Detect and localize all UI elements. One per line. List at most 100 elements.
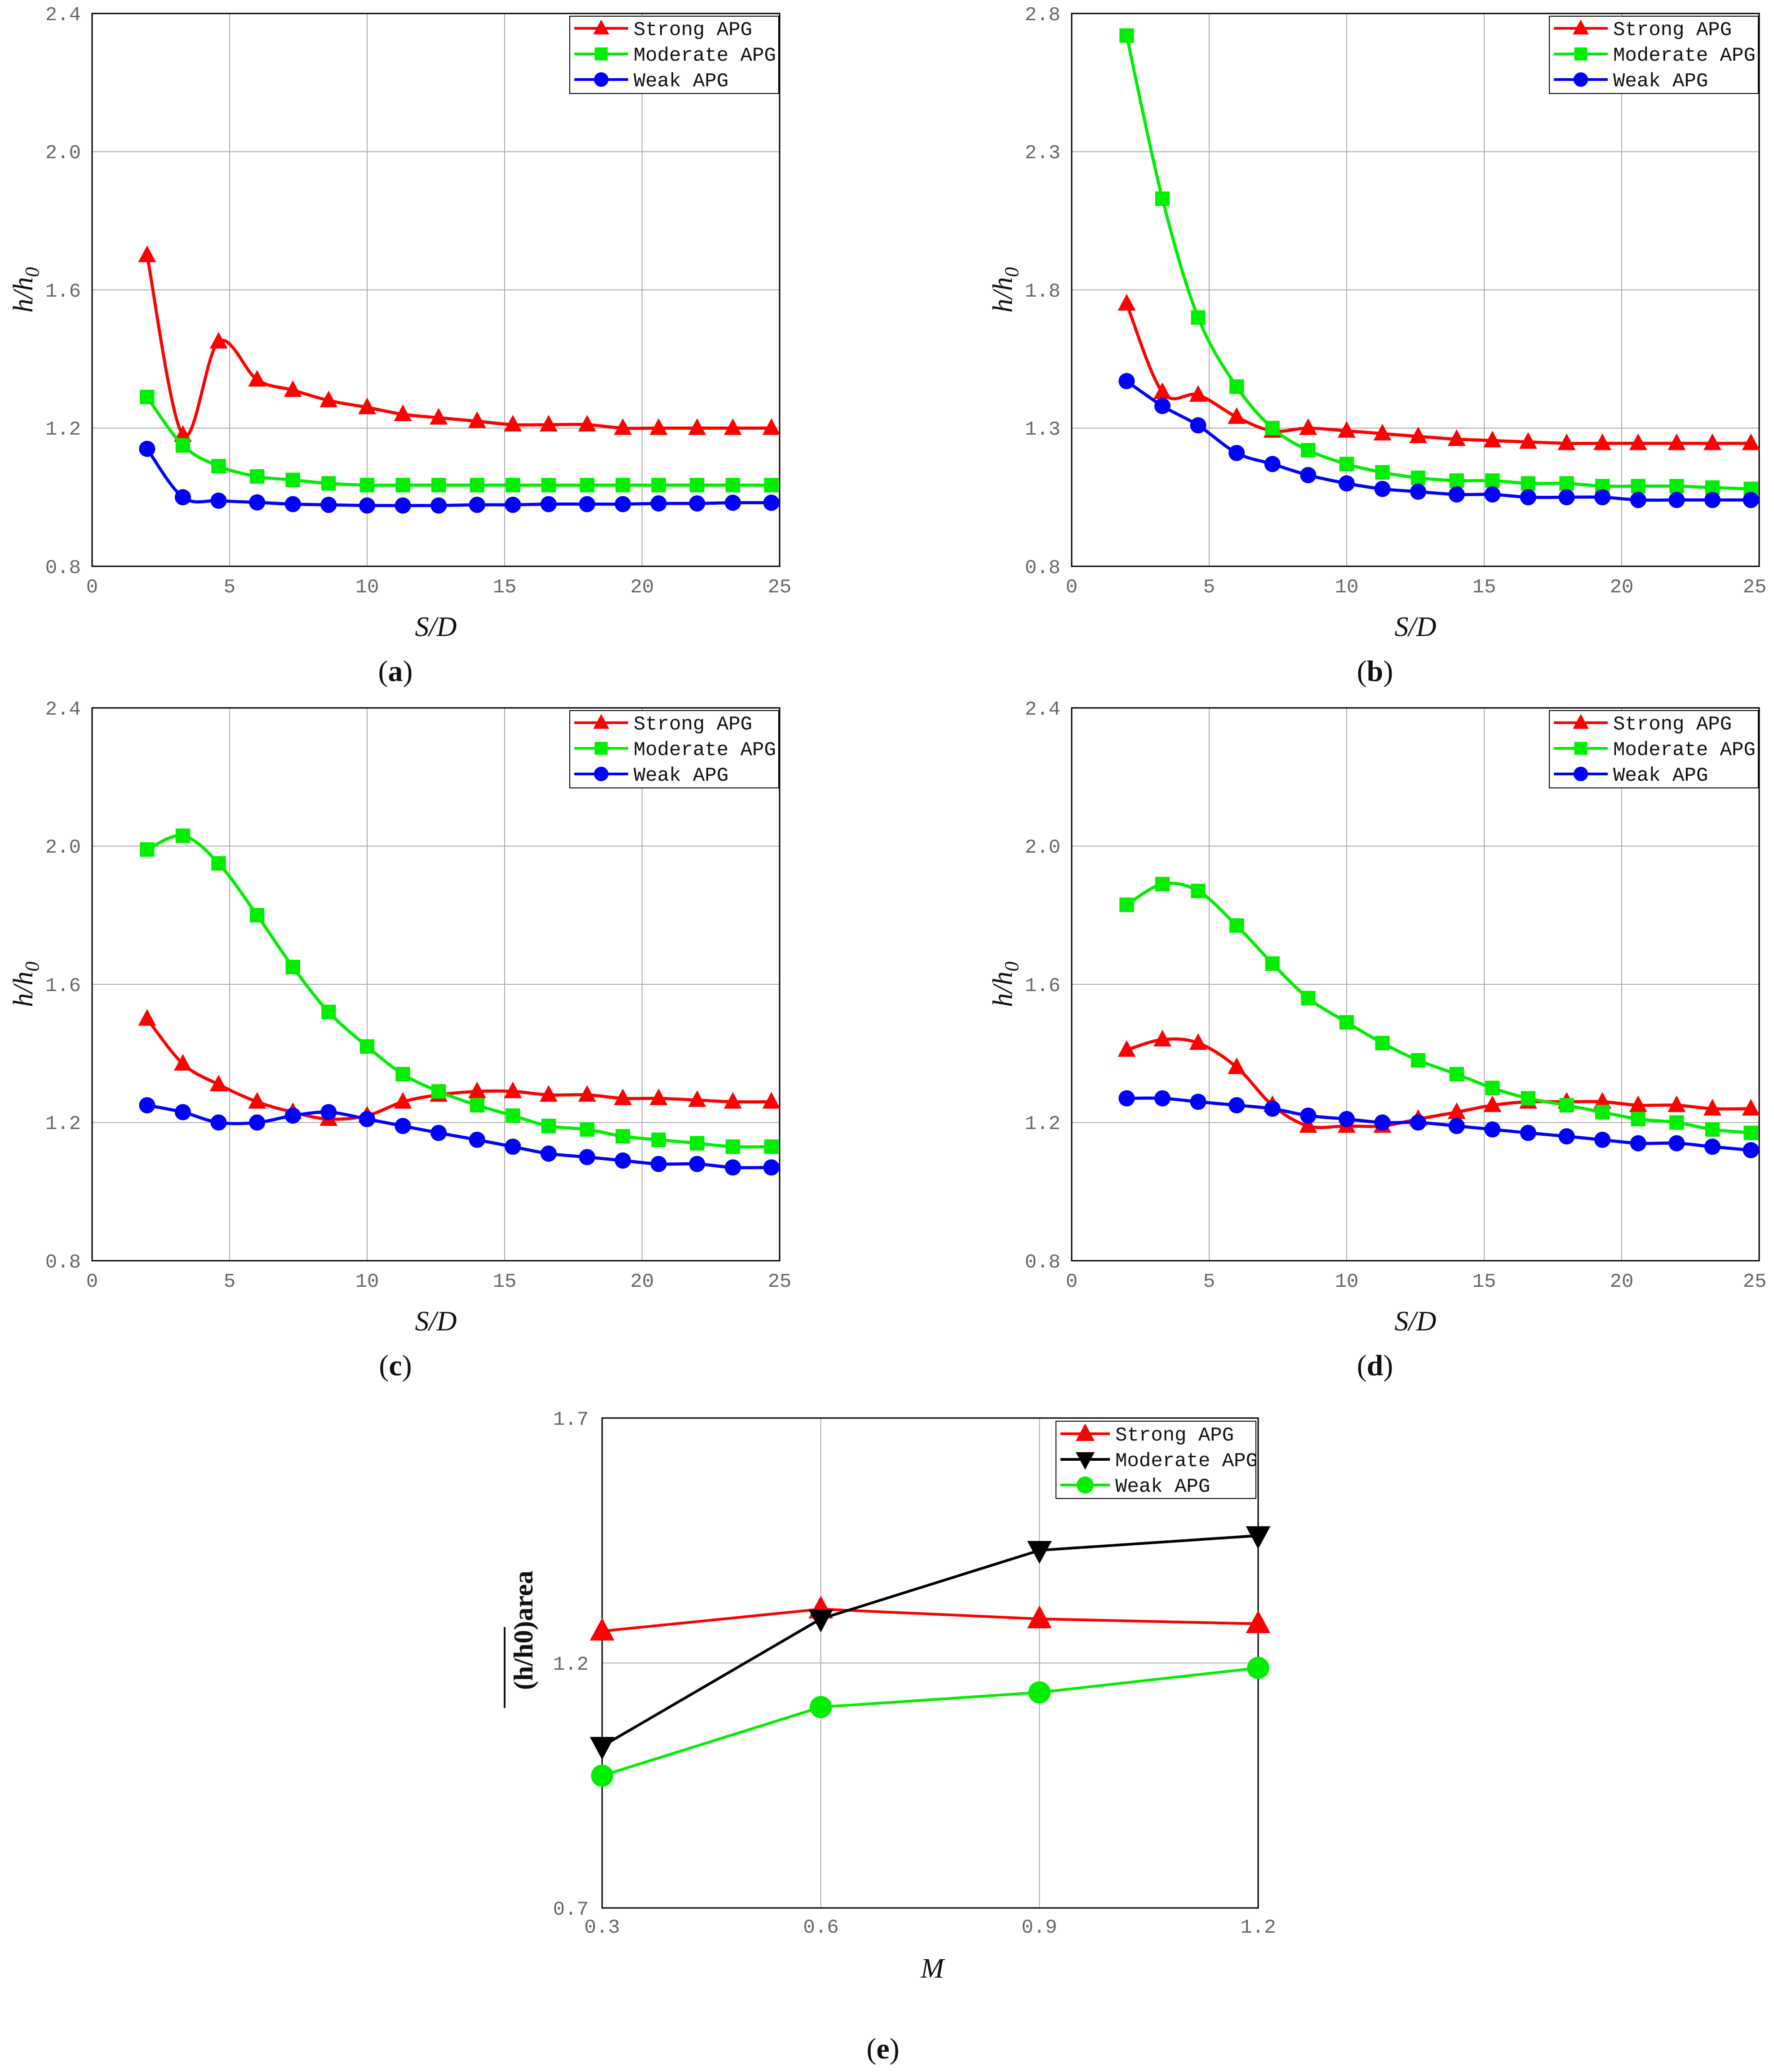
x-tick-label: 20 — [1610, 1271, 1634, 1293]
data-point-moderate — [1339, 1015, 1354, 1030]
data-point-weak — [359, 497, 376, 514]
x-tick-label: 5 — [224, 576, 235, 599]
series-weak — [591, 1657, 1269, 1787]
data-point-moderate — [140, 842, 155, 857]
data-point-strong — [1299, 1116, 1317, 1133]
legend: Strong APG Moderate APG Weak APG — [1549, 710, 1759, 788]
data-point-weak — [284, 496, 301, 512]
x-tick-label: 10 — [1335, 576, 1359, 599]
data-point-weak — [1264, 1100, 1281, 1117]
data-point-moderate — [1229, 379, 1244, 394]
x-tick-label: 20 — [630, 576, 654, 599]
legend-marker — [593, 714, 609, 729]
y-tick-label: 0.7 — [553, 1899, 589, 1921]
data-point-weak — [1448, 486, 1465, 503]
data-point-strong — [1742, 433, 1760, 450]
data-point-moderate — [321, 1005, 336, 1019]
series-weak — [1118, 373, 1759, 508]
data-point-moderate — [651, 1132, 666, 1147]
series-weak — [139, 440, 780, 514]
series-layer — [590, 1526, 1271, 1787]
data-point-strong — [1593, 1092, 1612, 1109]
data-point-weak — [1118, 1090, 1135, 1107]
data-point-moderate — [506, 1108, 520, 1123]
y-tick-label: 1.6 — [1025, 975, 1060, 997]
data-point-moderate — [1559, 1098, 1574, 1113]
data-point-weak — [1228, 1097, 1245, 1114]
x-tick-label: 25 — [768, 576, 792, 599]
data-point-moderate — [590, 1737, 615, 1760]
data-point-moderate — [285, 960, 300, 974]
y-tick-label: 1.6 — [45, 280, 81, 303]
legend-entry-strong: Strong APG — [574, 713, 752, 736]
data-point-weak — [724, 494, 741, 511]
y-tick-labels: 0.7 1.2 1.7 — [553, 1409, 589, 1921]
legend-marker — [1076, 1452, 1095, 1470]
data-point-weak — [1448, 1118, 1465, 1134]
data-point-strong — [688, 418, 706, 435]
legend-label-strong: Strong APG — [1115, 1424, 1234, 1447]
caption-letter: e — [876, 2032, 889, 2065]
data-point-moderate — [470, 1098, 484, 1113]
data-point-strong — [504, 414, 522, 432]
series-line-moderate — [601, 1534, 1259, 1747]
series-weak — [1118, 1090, 1759, 1159]
series-line-strong — [1126, 1037, 1751, 1129]
data-point-moderate — [1559, 476, 1574, 491]
data-point-moderate — [175, 438, 191, 453]
plot-frame — [1071, 13, 1760, 567]
x-tick-labels: 0 5 10 15 20 25 — [1066, 1271, 1767, 1293]
data-point-moderate — [616, 478, 630, 493]
data-point-weak — [1374, 480, 1391, 497]
data-point-weak — [540, 1145, 557, 1162]
y-tick-labels: 0.8 1.3 1.8 2.3 2.8 — [1025, 4, 1060, 579]
series-moderate — [1119, 28, 1758, 496]
y-tick-label: 1.6 — [45, 975, 81, 997]
data-point-moderate — [1191, 310, 1206, 325]
y-tick-label: 2.0 — [45, 836, 81, 859]
panel-caption: (a) — [378, 655, 413, 688]
legend-label-strong: Strong APG — [634, 713, 752, 736]
data-point-moderate — [808, 1610, 833, 1632]
data-point-weak — [615, 496, 631, 512]
data-point-strong — [724, 1092, 742, 1109]
data-point-weak — [591, 1765, 613, 1787]
series-moderate — [1119, 876, 1758, 1140]
data-point-strong — [394, 404, 412, 421]
data-point-strong — [1228, 1057, 1246, 1074]
plot-frame — [1071, 707, 1760, 1262]
legend-label-moderate: Moderate APG — [1115, 1450, 1258, 1472]
x-tick-labels: 0 5 10 15 20 25 — [1066, 576, 1767, 599]
data-point-strong — [1703, 433, 1721, 450]
data-point-weak — [579, 496, 595, 512]
series-strong — [138, 245, 781, 442]
data-point-strong — [1338, 421, 1356, 438]
legend-entry-weak: Weak APG — [1554, 70, 1708, 93]
data-point-weak — [1118, 373, 1135, 389]
data-point-moderate — [1265, 956, 1280, 971]
data-point-weak — [174, 489, 191, 506]
data-point-moderate — [1339, 457, 1354, 471]
series-moderate — [590, 1526, 1271, 1760]
series-moderate — [140, 390, 779, 493]
caption-letter: d — [1367, 1349, 1384, 1382]
legend: Strong APG Moderate APG Weak APG — [569, 16, 779, 94]
data-point-moderate — [1449, 1067, 1464, 1082]
x-tick-label: 0 — [86, 576, 98, 599]
data-point-strong — [248, 370, 266, 387]
data-point-strong — [762, 1092, 781, 1109]
series-line-moderate — [146, 396, 772, 487]
data-point-weak — [1410, 1114, 1427, 1131]
series-line-weak — [1126, 380, 1751, 502]
x-tick-label: 5 — [1203, 1271, 1215, 1293]
y-axis-label: h/h0 — [988, 267, 1023, 312]
data-point-strong — [1189, 1033, 1207, 1050]
data-point-moderate — [690, 1136, 705, 1151]
data-point-moderate — [1301, 991, 1316, 1005]
data-point-moderate — [175, 828, 191, 843]
legend-entry-weak: Weak APG — [574, 70, 728, 93]
x-tick-label: 15 — [1472, 576, 1496, 599]
legend-label-weak: Weak APG — [634, 765, 728, 787]
data-point-weak — [1484, 1121, 1501, 1138]
data-point-moderate — [250, 469, 265, 484]
